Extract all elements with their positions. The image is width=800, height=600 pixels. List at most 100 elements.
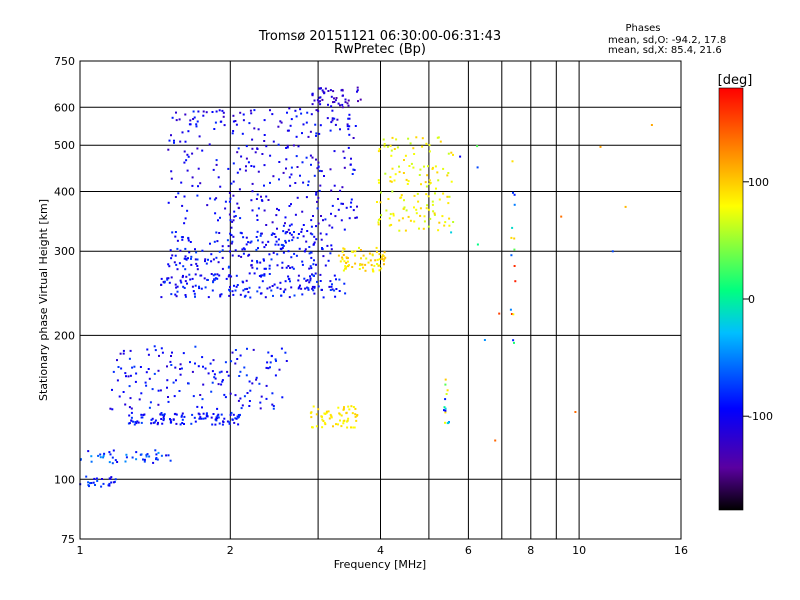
- data-point: [241, 132, 244, 135]
- data-point: [211, 423, 214, 426]
- data-point: [384, 172, 387, 175]
- data-point: [325, 411, 328, 414]
- data-point: [323, 421, 326, 424]
- data-point: [240, 155, 243, 158]
- data-point: [294, 109, 297, 112]
- data-point: [444, 421, 446, 424]
- data-point: [174, 231, 177, 233]
- data-point: [182, 274, 184, 277]
- data-point: [146, 453, 149, 456]
- data-point: [112, 370, 115, 373]
- data-point: [310, 163, 312, 166]
- data-point: [251, 182, 254, 185]
- data-point: [239, 397, 242, 400]
- data-point: [191, 184, 194, 187]
- data-point: [416, 192, 419, 195]
- data-point: [378, 218, 381, 221]
- data-point: [328, 285, 331, 288]
- data-point: [202, 383, 205, 386]
- data-point: [176, 285, 179, 288]
- data-point: [337, 254, 340, 257]
- data-point: [219, 216, 221, 219]
- data-point: [278, 368, 281, 371]
- data-point: [388, 224, 391, 227]
- data-point: [160, 454, 163, 457]
- data-point: [330, 212, 332, 215]
- data-point: [319, 232, 322, 235]
- data-point: [187, 257, 189, 260]
- data-point: [390, 154, 393, 157]
- data-point: [383, 251, 386, 254]
- data-point: [321, 426, 324, 429]
- data-point: [294, 182, 297, 184]
- data-point: [120, 367, 123, 370]
- data-point: [297, 145, 300, 148]
- data-point: [178, 262, 181, 265]
- data-point: [230, 411, 233, 414]
- data-point: [253, 165, 256, 168]
- colorbar: [718, 87, 744, 511]
- data-point: [279, 120, 282, 123]
- data-point: [102, 456, 105, 459]
- data-point: [219, 295, 222, 298]
- data-point: [144, 381, 147, 384]
- data-point: [323, 412, 326, 415]
- data-point: [333, 150, 336, 153]
- data-point: [292, 144, 295, 147]
- data-point: [284, 232, 287, 235]
- data-point: [267, 367, 270, 370]
- data-point: [232, 180, 235, 183]
- data-point: [87, 481, 90, 484]
- data-point: [191, 152, 194, 155]
- data-point: [145, 384, 148, 387]
- data-point: [404, 154, 407, 157]
- data-point: [89, 482, 91, 485]
- data-point: [166, 365, 168, 368]
- data-point: [221, 380, 224, 383]
- data-point: [273, 233, 276, 235]
- data-point: [202, 417, 205, 420]
- data-point: [334, 215, 337, 218]
- data-point: [171, 351, 173, 354]
- y-axis-label: Stationary phase Virtual Height [km]: [37, 199, 50, 401]
- data-point: [272, 175, 275, 178]
- data-point: [90, 482, 93, 484]
- data-point: [384, 256, 387, 259]
- data-point: [327, 259, 330, 262]
- data-point: [191, 176, 194, 179]
- data-point: [134, 421, 137, 423]
- data-point: [232, 293, 235, 296]
- data-point: [181, 238, 184, 241]
- data-point: [407, 137, 410, 140]
- data-point: [412, 147, 415, 150]
- data-point: [248, 400, 251, 402]
- data-point: [168, 265, 171, 268]
- data-point: [315, 191, 318, 194]
- data-point: [295, 115, 298, 118]
- data-point: [311, 103, 314, 106]
- data-point: [99, 453, 102, 456]
- data-point: [251, 382, 254, 385]
- data-point: [320, 87, 322, 90]
- data-point: [337, 208, 340, 211]
- data-point: [238, 413, 241, 416]
- data-point: [160, 418, 163, 420]
- data-point: [244, 288, 247, 291]
- data-point: [311, 156, 314, 159]
- data-point: [269, 109, 271, 112]
- data-point: [109, 453, 112, 456]
- data-point: [181, 276, 184, 279]
- data-point: [291, 266, 294, 269]
- data-point: [156, 458, 159, 461]
- data-point: [108, 484, 111, 487]
- data-point: [159, 389, 162, 392]
- data-point: [231, 290, 234, 293]
- data-point: [441, 215, 444, 218]
- data-point: [198, 135, 201, 138]
- data-point: [201, 149, 204, 152]
- data-point: [269, 361, 272, 364]
- data-point: [310, 267, 313, 270]
- data-point: [214, 273, 217, 276]
- data-point: [354, 216, 357, 219]
- data-point: [347, 128, 350, 131]
